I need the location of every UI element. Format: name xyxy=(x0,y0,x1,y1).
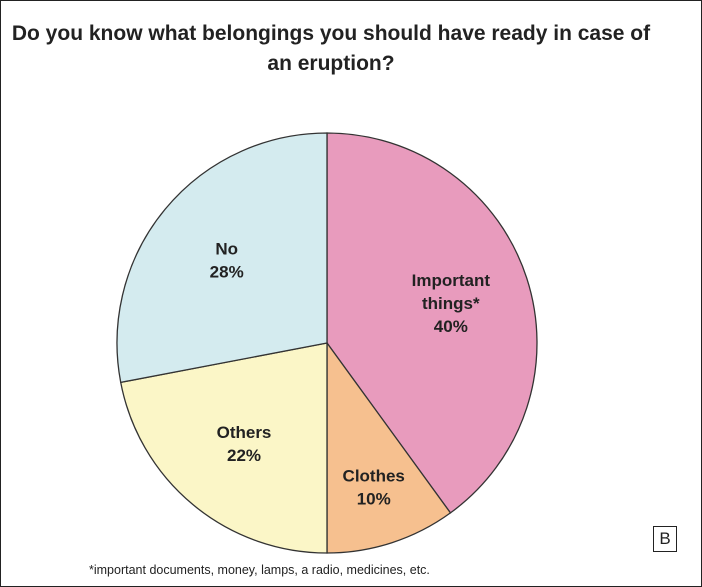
slice-label: No 28% xyxy=(210,240,244,282)
slice-value-label: 40% xyxy=(434,317,468,336)
pie-slice xyxy=(326,132,538,514)
slice-value-label: 10% xyxy=(357,489,391,508)
slice-value-label: 22% xyxy=(227,446,261,465)
pie-slice xyxy=(119,342,328,554)
footnote: *important documents, money, lamps, a ra… xyxy=(89,563,430,577)
slice-category-label: Others xyxy=(217,423,272,442)
slice-category-label: Important xyxy=(412,271,491,290)
panel-letter-label: B xyxy=(653,526,677,552)
slice-value-label: 28% xyxy=(210,263,244,282)
slice-category-label: things* xyxy=(422,294,480,313)
pie-slice xyxy=(116,132,328,384)
slice-label: Important things* 40% xyxy=(412,271,491,336)
slice-category-label: No xyxy=(215,240,238,259)
slice-category-label: Clothes xyxy=(343,466,405,485)
slice-label: Clothes 10% xyxy=(343,466,405,508)
pie-slice xyxy=(326,340,452,554)
slice-label: Others 22% xyxy=(217,423,272,465)
chart-title: Do you know what belongings you should h… xyxy=(11,22,651,75)
